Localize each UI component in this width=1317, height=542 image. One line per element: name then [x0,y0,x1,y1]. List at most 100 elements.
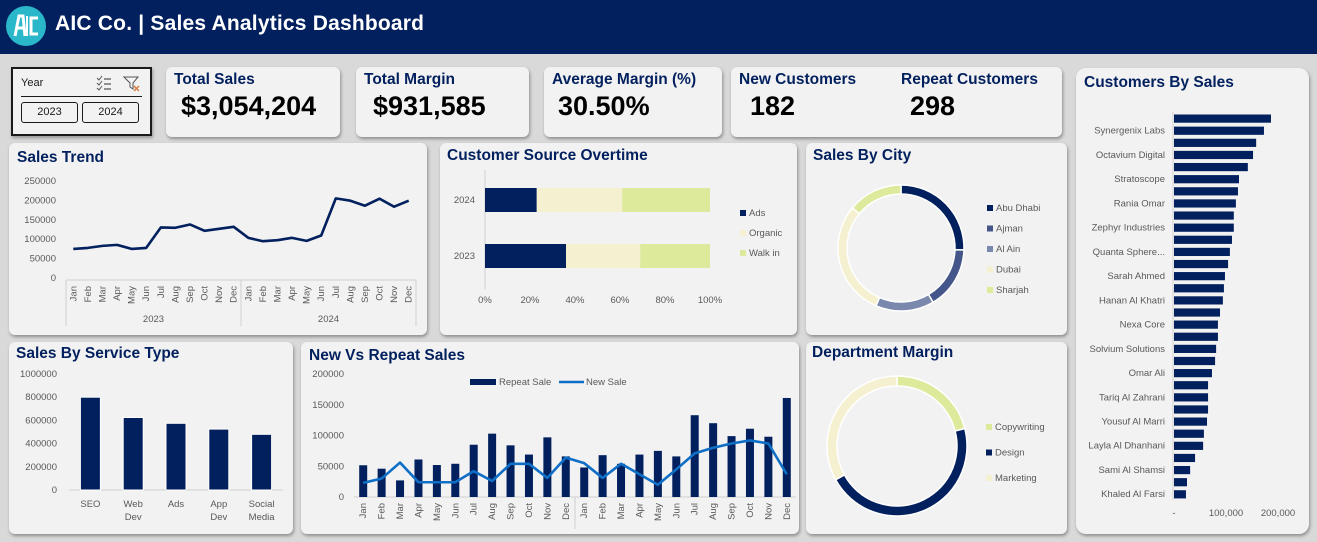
customer-label: Layla Al Dhanhani [1088,441,1165,452]
repeat-sale-bar [359,465,368,497]
service-bar [208,428,230,491]
service-bar [79,396,101,491]
repeat-sale-bar [488,433,497,497]
new-vs-repeat-chart: 0 50000 100000 150000 200000 Jan Feb Mar Apr May J… [312,369,796,529]
legend-swatch [470,379,496,385]
repeat-sale-bar [690,415,699,497]
customers-by-sales-chart: Synergenix Labs Octavium Digital Stratosco… [1088,112,1295,519]
x-tick-label: Nov [542,503,553,520]
legend-label: Dubai [996,265,1021,276]
customer-label: Tariq Al Zahrani [1099,392,1165,403]
customer-bar [1174,199,1236,208]
customer-bar [1174,223,1234,232]
y-tick-label: 250000 [24,176,56,187]
slicer-label: Year [21,77,44,89]
x-tick-label: Aug [487,503,498,520]
kpi-total-sales: Total Sales $3,054,204 [166,67,340,137]
repeat-sale-bar [396,480,405,497]
y-tick-label: 50000 [318,461,344,472]
sales-trend-line [73,197,410,251]
customer-bar [1174,429,1204,438]
kpi-label-repeat-customers: Repeat Customers [901,71,1038,88]
repeat-sale-bar [524,454,533,497]
customer-bar [1174,211,1234,220]
x-tick-label: Dec [229,286,240,303]
legend-label: Ads [749,208,766,219]
x-tick-label: Apr [112,286,123,301]
donut-segment-al-ain [874,293,935,312]
repeat-sale-bar [635,454,644,497]
x-tick-label: Jun [671,503,682,518]
legend-label: Ajman [996,224,1023,235]
x-tick-label: Sep [185,286,196,303]
x-tick-label: Jul [469,503,480,515]
kpi-value: $3,054,204 [181,91,317,121]
x-tick-label: Mar [272,286,283,302]
legend-label: Repeat Sale [499,377,551,388]
customer-label: Hanan Al Khatri [1099,295,1165,306]
x-tick-label: May [432,503,443,521]
kpi-value-repeat-customers: 298 [910,91,956,121]
customer-bar [1174,308,1221,317]
multi-select-icon[interactable] [96,75,112,91]
repeat-sale-bar [451,463,460,497]
y-tick-label: 0 [51,273,56,284]
x-tick-label: Feb [377,503,388,519]
x-group-label: 2024 [318,314,339,325]
customer-bar [1174,417,1208,426]
slicer-divider [21,96,142,97]
legend-label: Walk in [749,248,780,259]
x-tick-label: Dec [561,503,572,520]
donut-segment-sharjah [851,184,902,215]
x-tick-label: May [127,286,138,304]
x-tick-label: Mar [616,503,627,519]
x-tick-label: 60% [610,295,630,306]
bar-segment-ads [485,188,537,212]
sales-trend-chart: 0 50000 100000 150000 200000 250000 2023 2024 Ja… [24,176,417,326]
customer-bar [1174,344,1217,353]
repeat-sale-bar [377,468,386,497]
x-tick-label: Web [124,499,143,510]
aic-logo-icon [6,6,46,46]
x-tick-label: Social [249,499,275,510]
customer-bar [1174,187,1238,196]
legend-swatch [740,230,746,236]
header-bar: AIC Co. | Sales Analytics Dashboard [0,0,1317,54]
x-tick-label: Sep [360,286,371,303]
repeat-sale-bar [561,456,570,497]
bar-segment-organic [536,188,623,212]
y-tick-label: 100000 [24,234,56,245]
donut-segment-ajman [927,248,965,304]
customer-bar [1174,259,1229,269]
service-bar [165,422,187,491]
chart-title: Customers By Sales [1084,74,1234,91]
x-tick-label: - [1172,508,1175,519]
slicer-option-2023[interactable]: 2023 [21,102,78,123]
sales-by-service-card: Sales By Service Type 0 200000 400000 60000… [9,342,293,534]
repeat-sale-bar [672,456,681,497]
x-tick-label: Jun [316,286,327,301]
clear-filter-icon[interactable] [122,75,140,92]
customer-bar [1174,356,1216,366]
y-tick-label: 200000 [312,369,344,380]
legend-swatch [740,250,746,256]
y-tick-label: 400000 [25,439,57,450]
customer-label: Solvium Solutions [1089,344,1165,355]
x-tick-label: Apr [634,503,645,518]
y-tick-label: 50000 [30,254,56,265]
y-tick-label: 150000 [24,215,56,226]
x-tick-label: Aug [345,286,356,303]
repeat-sale-bar [598,455,607,497]
x-tick-label: Nov [214,286,225,303]
x-tick-label: Jan [579,503,590,518]
customer-label: Khaled Al Farsi [1101,489,1165,500]
repeat-sale-bar [782,397,791,497]
customer-bar [1174,296,1223,305]
slicer-option-2024[interactable]: 2024 [82,102,139,123]
legend-label: Copywriting [995,422,1045,433]
x-tick-label: 100,000 [1209,508,1243,519]
customer-bar [1174,284,1224,293]
legend-swatch [987,225,993,232]
kpi-value: 30.50% [558,91,650,121]
x-tick-label: Feb [83,286,94,302]
